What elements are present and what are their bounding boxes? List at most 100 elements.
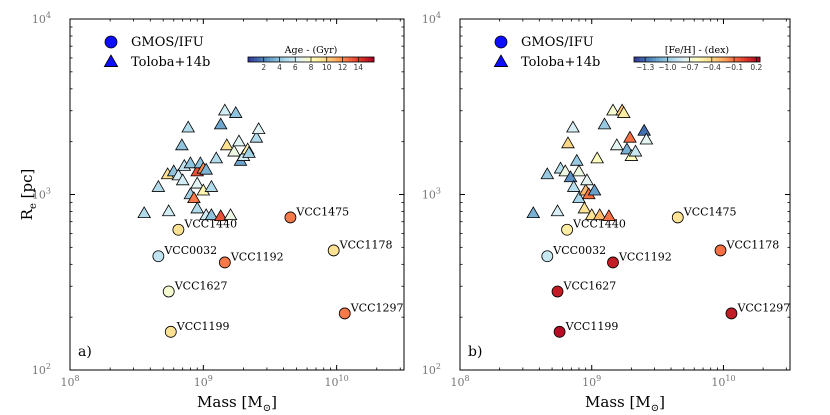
y-tick-label-exponent: 3	[436, 187, 441, 196]
x-tick-label: 109	[582, 374, 601, 389]
point-label-vcc1199: VCC1199	[176, 320, 230, 333]
colorbar-segment	[728, 57, 733, 62]
colorbar-segment	[251, 57, 255, 62]
y-tick-label-base: 10	[32, 364, 46, 377]
colorbar-segment	[254, 57, 258, 62]
colorbar-tick-label: −1.0	[658, 63, 676, 72]
x-tick-label-base: 10	[194, 376, 208, 389]
x-tick-label-base: 10	[60, 376, 74, 389]
triangle-point	[183, 156, 198, 169]
legend-triangle-marker	[493, 54, 509, 67]
colorbar-segment	[652, 57, 657, 62]
triangle-point	[587, 183, 602, 196]
triangle-point	[209, 151, 224, 164]
triangle-point	[569, 153, 584, 166]
triangle-point	[181, 120, 196, 133]
triangle-point	[204, 179, 219, 192]
colorbar-segment	[678, 57, 682, 62]
colorbar-segment	[731, 57, 736, 62]
circle-point	[218, 256, 231, 269]
x-axis-title: Mass [M⊙]	[197, 393, 277, 414]
triangle-point	[199, 162, 214, 175]
colorbar-segment	[715, 57, 720, 62]
triangle-point	[174, 138, 189, 151]
colorbar-segment	[681, 57, 685, 62]
circle-point	[164, 325, 177, 338]
colorbar-segment	[719, 57, 723, 62]
circle-point	[152, 250, 165, 263]
point-label-vcc1192: VCC1192	[618, 250, 672, 263]
colorbar-segment	[276, 57, 280, 62]
colorbar-tick-label: 4	[277, 63, 282, 72]
x-tick-label-base: 10	[582, 376, 596, 389]
y-tick-label: 104	[422, 11, 441, 26]
triangle-point	[561, 136, 575, 149]
colorbar-segment	[637, 57, 641, 62]
colorbar-segment	[659, 57, 663, 62]
panel-label: b)	[468, 344, 482, 360]
colorbar-segment	[282, 57, 287, 62]
triangle-point	[628, 144, 643, 157]
triangle-point	[572, 191, 586, 204]
colorbar-segment	[697, 57, 701, 62]
triangle-point	[190, 176, 205, 189]
colorbar-tick-label: −0.7	[680, 63, 698, 72]
colorbar-segment	[351, 57, 356, 62]
triangle-point	[232, 134, 246, 147]
colorbar-segment	[336, 57, 340, 62]
colorbar-tick-label: 14	[353, 63, 363, 72]
triangle-point	[213, 209, 228, 222]
colorbar-segment	[339, 57, 343, 62]
triangle-point	[623, 130, 637, 143]
triangle-point	[639, 132, 654, 145]
x-tick-label-base: 10	[325, 376, 339, 389]
colorbar-segment	[348, 57, 353, 62]
x-tick-label-exponent: 10	[339, 374, 349, 383]
y-axis-title-text: R	[18, 208, 36, 220]
y-tick-label-base: 10	[32, 13, 46, 26]
circle-point	[327, 244, 340, 257]
colorbar-segment	[725, 57, 729, 62]
y-axis-title-subscript: e	[28, 203, 39, 209]
y-tick-label: 103	[32, 187, 51, 202]
point-label-vcc1475: VCC1475	[295, 205, 349, 218]
colorbar-segment	[700, 57, 704, 62]
legend-label: GMOS/IFU	[131, 35, 204, 50]
x-tick-label-exponent: 8	[464, 374, 469, 383]
triangle-point	[606, 103, 620, 116]
colorbar-tick-label: 0.2	[750, 63, 762, 72]
colorbar-tick-label: 2	[261, 63, 266, 72]
triangle-point	[637, 123, 652, 136]
point-label-vcc1475: VCC1475	[683, 205, 737, 218]
colorbar-segment	[690, 57, 695, 62]
point-label-vcc0032: VCC0032	[163, 244, 217, 257]
colorbar-segment	[273, 57, 277, 62]
colorbar-segment	[370, 57, 375, 62]
colorbar-segment	[317, 57, 321, 62]
triangle-point	[580, 173, 594, 186]
point-label-vcc1178: VCC1178	[339, 238, 393, 251]
y-tick-label-base: 10	[422, 189, 436, 202]
colorbar-tick-label: −1.3	[636, 63, 654, 72]
triangle-point	[563, 170, 578, 183]
y-tick-label-exponent: 4	[436, 11, 441, 20]
triangle-point	[204, 208, 219, 221]
x-tick-label-base: 10	[450, 376, 464, 389]
triangle-point	[566, 120, 580, 133]
colorbar-frame	[633, 56, 761, 63]
colorbar-segment	[270, 57, 274, 62]
legend-circle-marker	[104, 35, 118, 49]
colorbar-segment	[307, 57, 312, 62]
colorbar-segment	[263, 57, 268, 62]
triangle-point	[592, 208, 607, 221]
triangle-point	[590, 151, 605, 164]
colorbar-segment	[709, 57, 714, 62]
colorbar-segment	[288, 57, 293, 62]
x-axis-title-bracket: ]	[271, 393, 277, 411]
circle-point	[725, 307, 738, 320]
colorbar-segment	[342, 57, 347, 62]
triangle-point	[251, 122, 266, 135]
colorbar-segment	[285, 57, 290, 62]
x-tick-label-base: 10	[711, 376, 725, 389]
x-tick-label-exponent: 9	[208, 374, 213, 383]
